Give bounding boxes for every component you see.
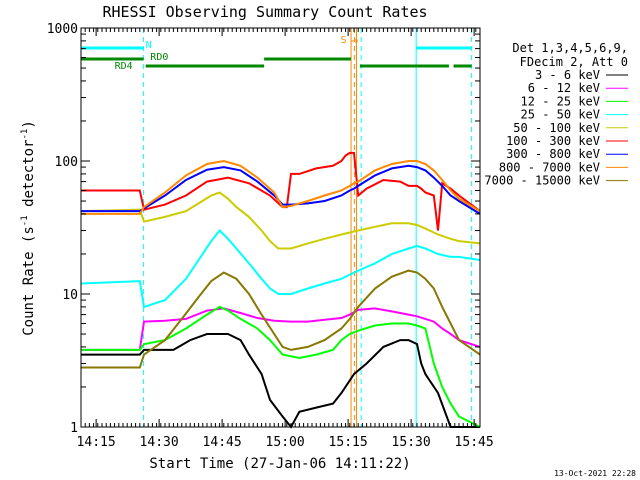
x-tick-label-3: 15:00 xyxy=(266,435,305,450)
legend-label-1: 6 - 12 keV xyxy=(528,81,600,95)
y-tick-label-0: 1 xyxy=(70,421,78,436)
series-line-7 xyxy=(81,159,481,215)
series-line-0 xyxy=(81,333,480,429)
timestamp: 13-Oct-2021 22:28 xyxy=(554,469,636,478)
legend-label-3: 25 - 50 keV xyxy=(521,108,600,122)
y-tick-label-1: 10 xyxy=(62,288,78,303)
series-line-8 xyxy=(81,269,481,369)
y-axis-label-tail: detector xyxy=(21,140,37,216)
x-tick-label-1: 14:30 xyxy=(140,435,179,450)
series-6 xyxy=(81,164,481,215)
series-3 xyxy=(80,229,481,309)
y-axis-label-end: ) xyxy=(21,120,37,128)
series-5 xyxy=(81,151,481,231)
y-axis-label-sup: -1 xyxy=(20,215,30,226)
legend-label-0: 3 - 6 keV xyxy=(535,68,600,82)
legend: Det 1,3,4,5,6,9, FDecim 2, Att 0 3 - 6 k… xyxy=(484,41,628,188)
y-axis-label: Count Rate (s-1 detector-1) xyxy=(20,120,37,336)
series-line-3 xyxy=(80,229,481,309)
series-line-5 xyxy=(81,151,481,231)
legend-label-4: 50 - 100 keV xyxy=(513,121,600,135)
series-8 xyxy=(81,269,481,369)
series-0 xyxy=(81,333,480,429)
x-axis-label: Start Time (27-Jan-06 14:11:22) xyxy=(149,456,410,472)
y-tick-label-2: 100 xyxy=(55,155,78,170)
legend-label-8: 7000 - 15000 keV xyxy=(484,174,600,188)
series-1 xyxy=(81,307,481,351)
series-4 xyxy=(80,191,481,250)
x-tick-label-4: 15:15 xyxy=(329,435,368,450)
y-axis-label-sup2: -1 xyxy=(20,129,30,140)
x-tick-label-2: 14:45 xyxy=(203,435,242,450)
saa-arrow-icon xyxy=(351,38,359,44)
status-label-3: S xyxy=(341,35,347,46)
legend-label-6: 300 - 800 keV xyxy=(506,147,600,161)
chart-title: RHESSI Observing Summary Count Rates xyxy=(102,3,427,21)
x-tick-label-0: 14:15 xyxy=(77,435,116,450)
axes-layer: 14:15 14:30 14:45 15:00 15:15 15:30 15:45 1 10 10… xyxy=(47,22,494,450)
y-axis-label-main: Count Rate (s xyxy=(21,226,37,336)
legend-label-5: 100 - 300 keV xyxy=(506,134,600,148)
legend-label-2: 12 - 25 keV xyxy=(521,94,600,108)
x-tick-label-6: 15:45 xyxy=(455,435,494,450)
legend-label-7: 800 - 7000 keV xyxy=(499,160,600,174)
x-tick-label-5: 15:30 xyxy=(392,435,431,450)
status-label-2: RD4 xyxy=(115,61,133,72)
series-2 xyxy=(81,305,481,428)
legend-header-line-2: FDecim 2, Att 0 xyxy=(520,55,628,69)
status-label-1: RD0 xyxy=(150,52,168,63)
status-label-0: N xyxy=(146,40,152,51)
plot-frame xyxy=(80,27,481,428)
y-tick-label-3: 1000 xyxy=(47,22,78,37)
series-line-6 xyxy=(81,164,481,215)
series-line-1 xyxy=(81,307,481,351)
series-line-4 xyxy=(80,191,481,250)
legend-header-line-1: Det 1,3,4,5,6,9, xyxy=(512,41,628,55)
series-line-2 xyxy=(81,305,481,428)
series-7 xyxy=(81,159,481,215)
